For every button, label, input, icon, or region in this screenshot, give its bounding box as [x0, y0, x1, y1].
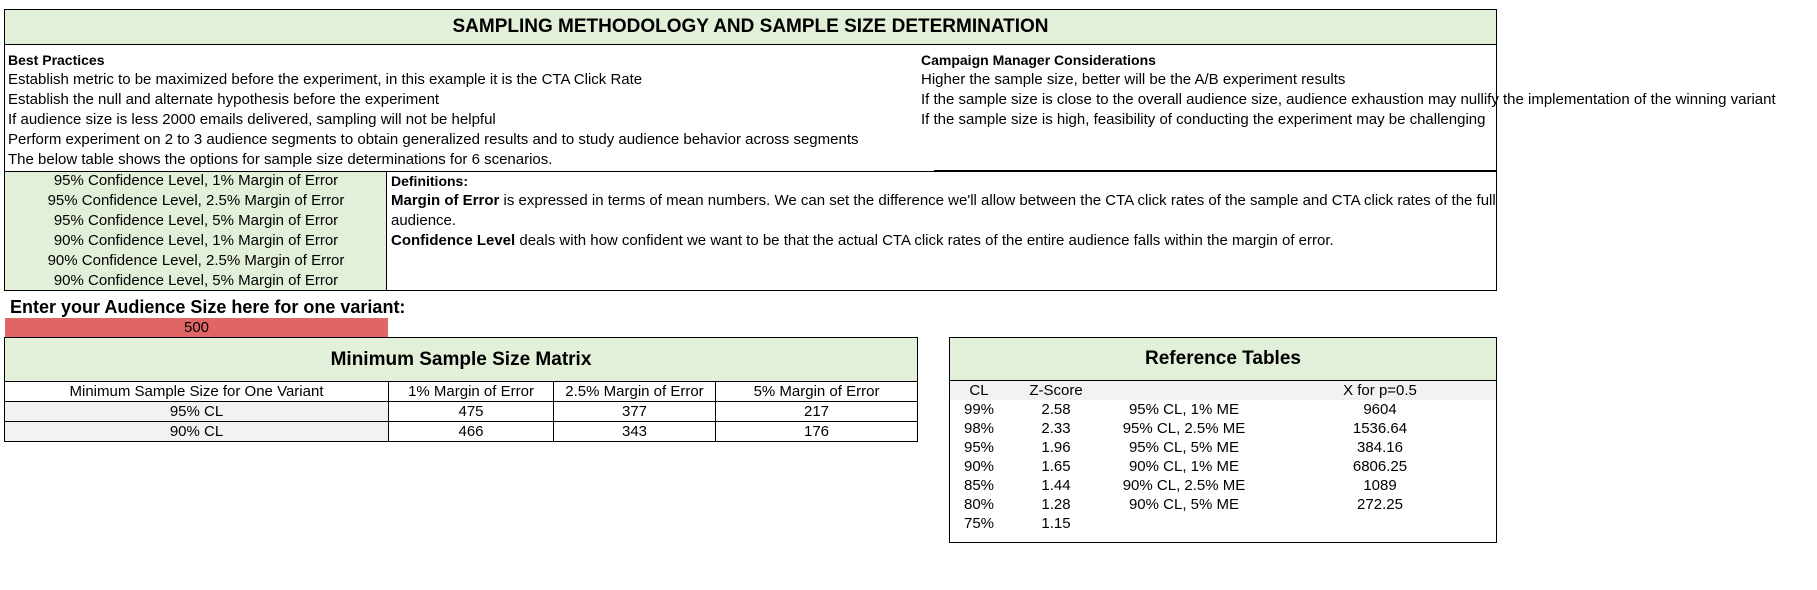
reference-cell: 90% CL, 5% ME — [1128, 496, 1240, 513]
matrix-header: 1% Margin of Error — [388, 381, 554, 402]
reference-header — [1104, 381, 1264, 400]
matrix-header: 5% Margin of Error — [715, 381, 918, 402]
campaign-manager-item: If the sample size is close to the overa… — [921, 91, 1776, 108]
reference-cell: 1.96 — [1041, 439, 1071, 456]
scenario-item: 90% Confidence Level, 1% Margin of Error — [53, 232, 339, 249]
reference-cell: 90% CL, 1% ME — [1128, 458, 1240, 475]
reference-cell: 90% CL, 2.5% ME — [1122, 477, 1246, 494]
reference-cell: 80% — [963, 496, 995, 513]
margin-of-error-term: Margin of Error — [391, 192, 500, 209]
table-row: 80% 1.28 90% CL, 5% ME 272.25 — [950, 495, 1496, 514]
reference-cell: 9604 — [1363, 401, 1397, 418]
reference-cell: 98% — [963, 420, 995, 437]
audience-size-input[interactable]: 500 — [5, 318, 388, 337]
table-row: 95% CL 475 377 217 — [4, 401, 918, 422]
reference-cell: 1089 — [1363, 477, 1397, 494]
best-practice-item: Establish the null and alternate hypothe… — [8, 91, 440, 108]
matrix-cell: 377 — [553, 401, 716, 422]
reference-title: Reference Tables — [950, 338, 1496, 381]
matrix-cell: 466 — [388, 421, 554, 442]
campaign-manager-heading: Campaign Manager Considerations — [921, 52, 1156, 68]
reference-cell: 272.25 — [1357, 496, 1403, 513]
scenario-item: 95% Confidence Level, 1% Margin of Error — [53, 172, 339, 189]
reference-cell — [1264, 514, 1496, 533]
matrix-header: 2.5% Margin of Error — [553, 381, 716, 402]
divider — [934, 170, 1497, 171]
reference-cell: 90% — [963, 458, 995, 475]
matrix-cell: 176 — [715, 421, 918, 442]
audience-size-label: Enter your Audience Size here for one va… — [10, 297, 406, 317]
table-row: 99% 2.58 95% CL, 1% ME 9604 — [950, 400, 1496, 419]
reference-cell: 95% CL, 1% ME — [1128, 401, 1240, 418]
confidence-level-text: deals with how confident we want to be t… — [515, 232, 1334, 249]
reference-header: CL — [969, 382, 989, 399]
reference-header-row: CL Z-Score X for p=0.5 — [950, 381, 1496, 400]
reference-cell: 1.28 — [1041, 496, 1071, 513]
table-row: 85% 1.44 90% CL, 2.5% ME 1089 — [950, 476, 1496, 495]
page-title: SAMPLING METHODOLOGY AND SAMPLE SIZE DET… — [4, 9, 1497, 45]
definitions-heading: Definitions: — [391, 173, 468, 189]
campaign-manager-item: Higher the sample size, better will be t… — [921, 71, 1346, 88]
reference-cell: 99% — [963, 401, 995, 418]
matrix-cell: 90% CL — [4, 421, 389, 442]
reference-cell: 1.44 — [1041, 477, 1071, 494]
reference-cell: 1.15 — [1041, 515, 1071, 532]
reference-cell: 6806.25 — [1352, 458, 1408, 475]
matrix-cell: 95% CL — [4, 401, 389, 422]
reference-cell: 384.16 — [1357, 439, 1403, 456]
reference-cell: 1536.64 — [1352, 420, 1408, 437]
reference-header: Z-Score — [1029, 382, 1083, 399]
best-practice-item: Establish metric to be maximized before … — [8, 71, 643, 88]
matrix-header: Minimum Sample Size for One Variant — [4, 381, 389, 402]
matrix-header-row: Minimum Sample Size for One Variant 1% M… — [4, 381, 918, 402]
sample-size-matrix: Minimum Sample Size for One Variant 1% M… — [4, 381, 918, 442]
confidence-level-definition: Confidence Level deals with how confiden… — [391, 231, 1334, 251]
matrix-title: Minimum Sample Size Matrix — [4, 337, 918, 382]
scenario-item: 95% Confidence Level, 5% Margin of Error — [53, 212, 339, 229]
reference-cell: 95% CL, 2.5% ME — [1122, 420, 1246, 437]
reference-cell: 75% — [963, 515, 995, 532]
table-row: 90% CL 466 343 176 — [4, 421, 918, 442]
reference-cell: 85% — [963, 477, 995, 494]
margin-of-error-text: is expressed in terms of mean numbers. W… — [499, 192, 1496, 209]
reference-header: X for p=0.5 — [1343, 382, 1417, 399]
reference-cell — [1104, 514, 1264, 533]
campaign-manager-item: If the sample size is high, feasibility … — [921, 111, 1486, 128]
reference-cell: 95% CL, 5% ME — [1128, 439, 1240, 456]
reference-cell: 2.58 — [1041, 401, 1071, 418]
table-row: 95% 1.96 95% CL, 5% ME 384.16 — [950, 438, 1496, 457]
scenario-item: 95% Confidence Level, 2.5% Margin of Err… — [47, 192, 345, 209]
best-practice-item: The below table shows the options for sa… — [8, 151, 553, 168]
matrix-cell: 475 — [388, 401, 554, 422]
best-practice-item: Perform experiment on 2 to 3 audience se… — [8, 131, 859, 148]
scenario-list — [5, 172, 387, 290]
scenario-item: 90% Confidence Level, 2.5% Margin of Err… — [47, 252, 345, 269]
reference-cell: 2.33 — [1041, 420, 1071, 437]
scenarios-definitions-box — [4, 171, 1497, 291]
table-row: 90% 1.65 90% CL, 1% ME 6806.25 — [950, 457, 1496, 476]
margin-of-error-continued: audience. — [391, 212, 457, 229]
reference-table: CL Z-Score X for p=0.5 99% 2.58 95% CL, … — [950, 381, 1496, 533]
confidence-level-term: Confidence Level — [391, 232, 516, 249]
reference-cell: 1.65 — [1041, 458, 1071, 475]
info-section — [4, 44, 1497, 171]
best-practice-item: If audience size is less 2000 emails del… — [8, 111, 496, 128]
reference-box — [949, 337, 1497, 543]
scenario-item: 90% Confidence Level, 5% Margin of Error — [53, 272, 339, 289]
table-row: 98% 2.33 95% CL, 2.5% ME 1536.64 — [950, 419, 1496, 438]
matrix-cell: 217 — [715, 401, 918, 422]
table-row: 75% 1.15 — [950, 514, 1496, 533]
margin-of-error-definition: Margin of Error is expressed in terms of… — [391, 191, 1496, 211]
reference-cell: 95% — [963, 439, 995, 456]
best-practices-heading: Best Practices — [8, 52, 105, 68]
matrix-cell: 343 — [553, 421, 716, 442]
